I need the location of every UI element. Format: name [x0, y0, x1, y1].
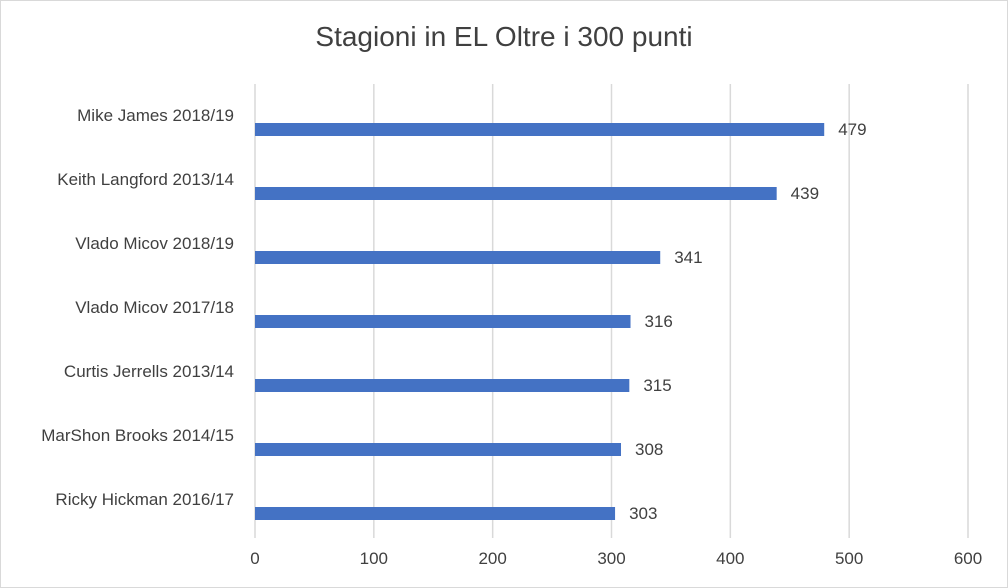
data-label: 303 — [629, 504, 657, 523]
data-labels: 479 439 341 316 315 308 303 — [629, 120, 867, 523]
category-labels: Mike James 2018/19 Keith Langford 2013/14… — [41, 106, 234, 509]
bar — [255, 187, 777, 200]
x-tick-label: 400 — [716, 549, 744, 568]
x-tick-label: 200 — [478, 549, 506, 568]
x-tick-label: 100 — [360, 549, 388, 568]
x-tick-labels: 0 100 200 300 400 500 600 — [250, 549, 982, 568]
category-label: Mike James 2018/19 — [77, 106, 234, 125]
data-label: 479 — [838, 120, 866, 139]
data-label: 315 — [643, 376, 671, 395]
data-label: 308 — [635, 440, 663, 459]
category-label: Curtis Jerrells 2013/14 — [64, 362, 234, 381]
bars — [255, 123, 825, 520]
category-label: Keith Langford 2013/14 — [57, 170, 234, 189]
bar — [255, 507, 616, 520]
data-label: 341 — [674, 248, 702, 267]
category-label: Vlado Micov 2017/18 — [75, 298, 234, 317]
category-label: Ricky Hickman 2016/17 — [55, 490, 234, 509]
x-tick-label: 600 — [954, 549, 982, 568]
x-tick-label: 300 — [597, 549, 625, 568]
data-label: 316 — [645, 312, 673, 331]
data-label: 439 — [791, 184, 819, 203]
bar — [255, 379, 630, 392]
category-label: Vlado Micov 2018/19 — [75, 234, 234, 253]
bar — [255, 315, 631, 328]
x-tick-label: 0 — [250, 549, 259, 568]
category-label: MarShon Brooks 2014/15 — [41, 426, 234, 445]
bar — [255, 251, 661, 264]
bar — [255, 443, 622, 456]
bar — [255, 123, 825, 136]
x-tick-label: 500 — [835, 549, 863, 568]
gridlines — [254, 84, 969, 538]
chart-title: Stagioni in EL Oltre i 300 punti — [315, 21, 692, 52]
